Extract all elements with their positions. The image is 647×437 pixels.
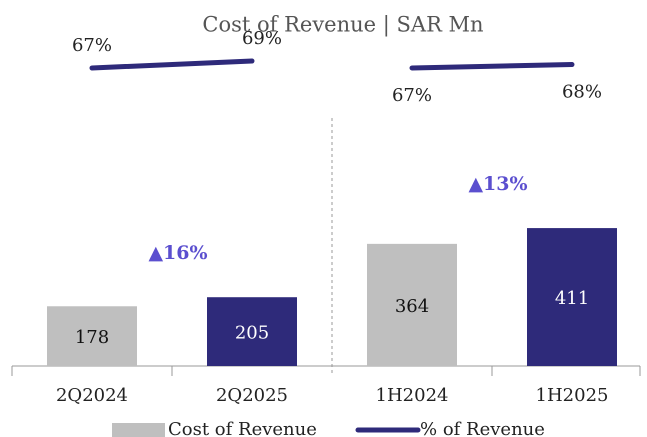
x-tick-label: 1H2024	[376, 385, 449, 406]
bar-value-label: 411	[555, 288, 589, 309]
legend-swatch	[112, 423, 165, 437]
pct-label: 67%	[72, 35, 112, 56]
chart-title: Cost of Revenue | SAR Mn	[202, 13, 483, 38]
bar	[47, 306, 137, 366]
legend-label: % of Revenue	[420, 419, 545, 437]
pct-label: 67%	[392, 85, 432, 106]
bar-value-label: 364	[395, 296, 429, 317]
x-tick-label: 2Q2025	[216, 385, 288, 406]
pct-line	[409, 62, 575, 71]
growth-annotation: ▲13%	[468, 173, 527, 195]
bar	[527, 228, 617, 366]
pct-label: 69%	[242, 28, 282, 49]
growth-annotation: ▲16%	[148, 242, 207, 264]
legend-label: Cost of Revenue	[168, 419, 317, 437]
bar-value-label: 178	[75, 327, 109, 348]
pct-label: 68%	[562, 82, 602, 103]
bar	[367, 243, 457, 366]
bar	[207, 297, 297, 366]
x-tick-label: 1H2025	[536, 385, 609, 406]
bar-value-label: 205	[235, 323, 269, 344]
x-tick-label: 2Q2024	[56, 385, 128, 406]
pct-line	[89, 58, 255, 71]
